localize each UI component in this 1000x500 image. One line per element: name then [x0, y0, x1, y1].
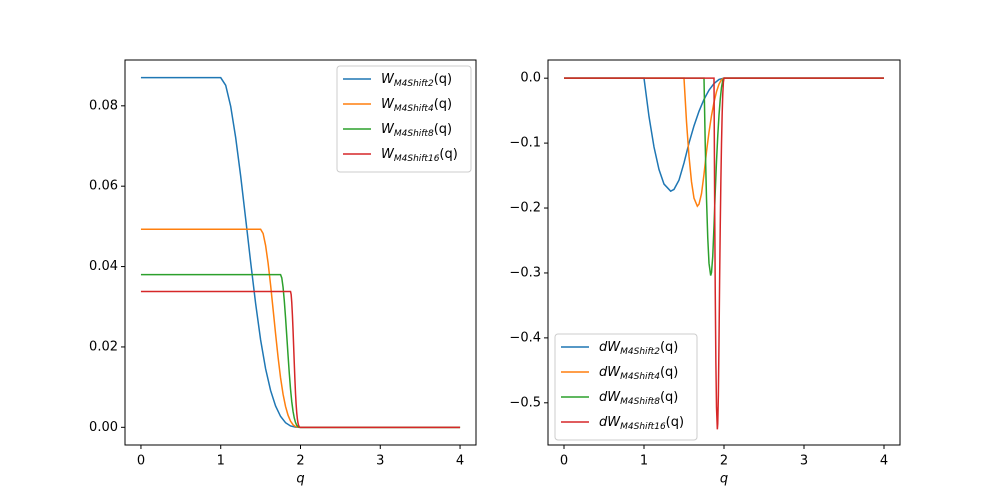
y-tick-label: −0.4	[509, 330, 541, 345]
x-tick-label: 0	[137, 454, 145, 469]
subplot: 0 1 2 3 40.000.020.040.060.08qWM4Shift2(q)WM…	[89, 59, 477, 487]
legend-label: WM4Shift8(q)	[381, 122, 452, 139]
x-tick-label: 2	[720, 454, 728, 469]
series-line	[140, 273, 461, 429]
legend: dWM4Shift2(q) dWM4Shift4(q) dWM4Shift8(q) d…	[554, 333, 698, 441]
y-tick-label: −0.1	[509, 136, 541, 151]
x-tick-label: 4	[456, 454, 464, 469]
series-line	[140, 290, 461, 429]
y-tick-label: 0.04	[89, 259, 118, 274]
legend-label: dWM4Shift2(q)	[599, 340, 678, 357]
y-tick-label: 0.08	[89, 98, 118, 113]
subplot: 0 1 2 3 4 0.0 −0.1 −0.2 −0.3 −0.4 −0.5 q dWM4Shift2(…	[509, 59, 901, 487]
x-tick-label: 2	[296, 454, 304, 469]
x-tick-label: 1	[217, 454, 225, 469]
y-tick-label: 0.00	[89, 420, 118, 435]
legend: WM4Shift2(q) WM4Shift4(q) WM4Shift8(q) WM4S…	[336, 65, 472, 173]
legend-frame	[336, 65, 472, 173]
series-line	[564, 77, 884, 193]
x-tick-label: 3	[800, 454, 808, 469]
y-tick-label: 0.0	[520, 71, 541, 86]
y-tick-label: 0.06	[89, 179, 118, 194]
x-tick-label: 3	[376, 454, 384, 469]
y-tick-label: 0.02	[89, 339, 118, 354]
legend-label: WM4Shift16(q)	[381, 147, 458, 164]
series-line	[140, 76, 461, 429]
x-tick-label: 4	[880, 454, 888, 469]
series-line	[564, 77, 884, 208]
legend-label: dWM4Shift8(q)	[599, 390, 678, 407]
x-tick-label: 1	[640, 454, 648, 469]
x-axis-label: q	[296, 472, 304, 487]
legend-label: dWM4Shift4(q)	[599, 365, 678, 382]
y-tick-label: −0.3	[509, 265, 541, 280]
legend-label: dWM4Shift16(q)	[599, 415, 684, 432]
y-tick-label: −0.5	[509, 395, 541, 410]
x-tick-label: 0	[560, 454, 568, 469]
series-line	[564, 77, 884, 430]
x-axis-label: q	[720, 472, 728, 487]
y-tick-label: −0.2	[509, 201, 541, 216]
legend-label: WM4Shift4(q)	[381, 97, 452, 114]
legend-frame	[554, 333, 698, 441]
series-line	[564, 77, 884, 276]
series-line	[140, 228, 461, 429]
legend-label: WM4Shift2(q)	[381, 72, 452, 89]
